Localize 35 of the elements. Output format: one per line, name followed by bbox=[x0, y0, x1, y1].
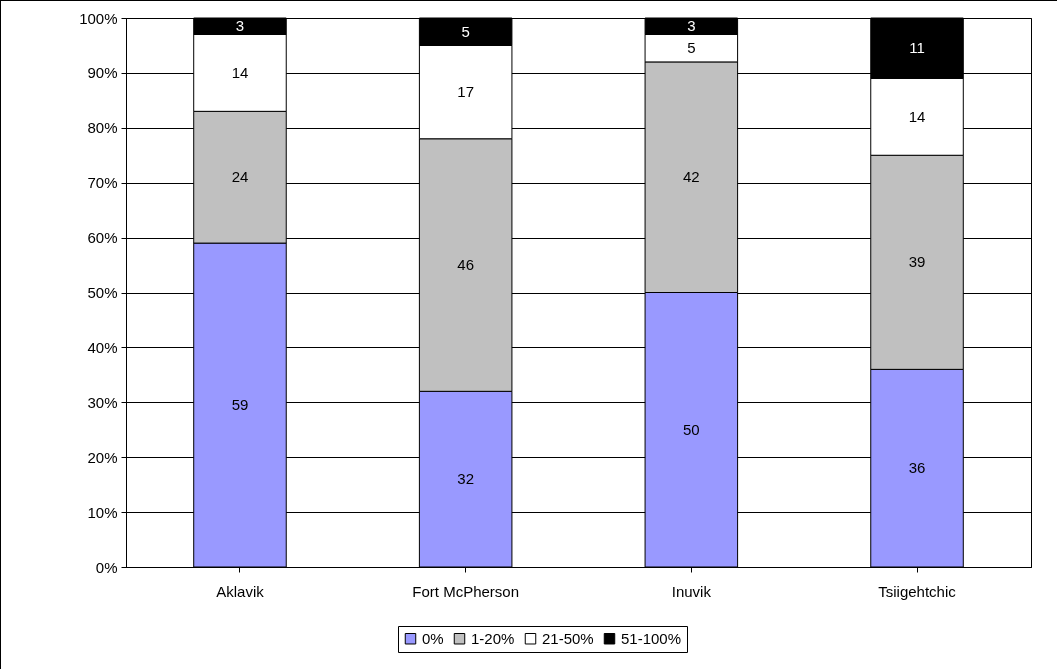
y-tick-label: 50% bbox=[87, 284, 118, 301]
legend-label: 21-50% bbox=[542, 629, 594, 647]
data-label: 59 bbox=[231, 396, 249, 414]
data-label: 3 bbox=[235, 17, 245, 35]
y-tick-label: 40% bbox=[87, 338, 118, 356]
x-tick-label: Fort McPherson bbox=[412, 582, 520, 600]
y-tick-label: 90% bbox=[87, 64, 118, 82]
data-label: 46 bbox=[457, 256, 474, 274]
data-label: 50 bbox=[683, 420, 700, 438]
legend-label: 1-20% bbox=[471, 629, 515, 647]
legend-label: 51-100% bbox=[621, 629, 682, 647]
data-label: 14 bbox=[908, 107, 926, 125]
data-label: 3 bbox=[687, 17, 696, 35]
y-tick-label: 20% bbox=[87, 448, 118, 466]
data-label: 5 bbox=[461, 22, 470, 40]
y-tick-label: 10% bbox=[87, 503, 118, 521]
data-label: 24 bbox=[231, 168, 249, 186]
data-label: 36 bbox=[908, 459, 926, 477]
data-label: 32 bbox=[457, 470, 474, 488]
x-tick-label: Inuvik bbox=[671, 582, 712, 600]
y-tick-label: 80% bbox=[87, 119, 118, 137]
y-tick-label: 100% bbox=[79, 9, 118, 27]
data-label: 42 bbox=[683, 168, 700, 186]
y-tick-label: 60% bbox=[87, 229, 118, 247]
data-label: 11 bbox=[909, 39, 925, 57]
data-label: 17 bbox=[457, 83, 474, 101]
data-label: 5 bbox=[687, 39, 696, 57]
data-label: 14 bbox=[231, 63, 249, 81]
legend-label: 0% bbox=[422, 629, 444, 647]
data-label: 39 bbox=[908, 253, 926, 271]
y-tick-label: 0% bbox=[95, 558, 118, 576]
x-tick-label: Aklavik bbox=[216, 582, 265, 600]
x-tick-label: Tsiigehtchic bbox=[878, 582, 957, 600]
y-tick-label: 70% bbox=[87, 174, 118, 192]
y-tick-label: 30% bbox=[87, 393, 118, 411]
